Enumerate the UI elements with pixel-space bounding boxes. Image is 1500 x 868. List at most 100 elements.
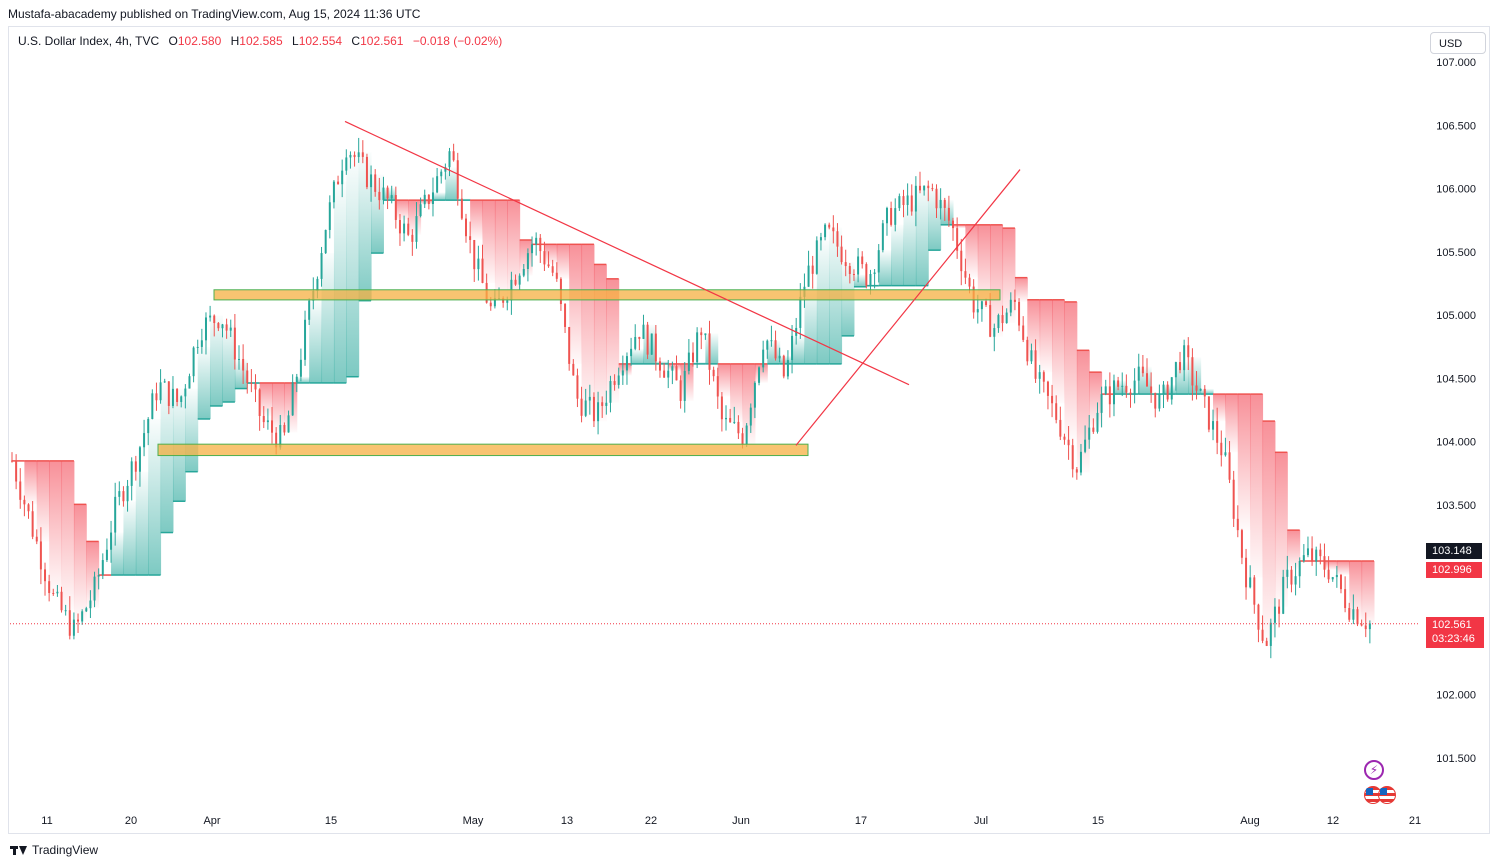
candle-body [1195, 385, 1198, 391]
candle-body [1220, 442, 1223, 456]
open-value: 102.580 [177, 34, 222, 48]
cloud-segment [1002, 228, 1016, 324]
candle-body [481, 258, 484, 283]
candle-body [1117, 380, 1120, 387]
candle-body [791, 335, 794, 361]
candle-body [1240, 530, 1243, 558]
candle-body [370, 174, 373, 188]
footer-brand[interactable]: TradingView [10, 843, 98, 857]
cloud-segment [222, 324, 236, 402]
candle-body [1174, 362, 1177, 378]
candle-body [1096, 412, 1099, 432]
candle-body [431, 192, 434, 205]
cloud-segment [878, 250, 892, 286]
candle-body [675, 366, 678, 381]
open-label: O [168, 34, 178, 48]
candle-body [159, 382, 162, 401]
candle-body [89, 600, 92, 609]
currency-button[interactable]: USD [1430, 32, 1486, 54]
candle-body [1075, 469, 1078, 473]
candle-body [613, 381, 616, 385]
cloud-segment [234, 359, 248, 389]
change-value: −0.018 (−0.02%) [412, 34, 503, 48]
candle-body [254, 383, 257, 390]
price-axis[interactable]: 107.000 106.500 106.000 105.500 105.000 104.5… [1436, 57, 1476, 765]
trendline[interactable] [795, 169, 1021, 446]
candle-body [1265, 640, 1268, 646]
candle-body [1133, 380, 1136, 395]
candle-body [77, 619, 80, 622]
cloud-segment [259, 382, 273, 417]
candle-body [382, 187, 385, 201]
cloud-segment [1237, 394, 1251, 531]
candle-body [1294, 576, 1297, 585]
candles [11, 137, 1371, 659]
cloud-segment [1039, 299, 1053, 373]
candle-body [1236, 518, 1239, 531]
close-label: C [351, 34, 361, 48]
cloud-segment [940, 199, 954, 225]
trendlines [344, 120, 1021, 446]
cloud-segment [705, 333, 719, 364]
candle-body [1228, 452, 1231, 480]
candle-body [23, 499, 26, 505]
chart-frame[interactable] [8, 26, 1490, 834]
lightning-event-icon[interactable]: ⚡ [1364, 760, 1384, 780]
candle-body [469, 236, 472, 240]
candle-body [968, 277, 971, 287]
candle-body [745, 425, 748, 445]
candle-body [687, 352, 690, 371]
candle-body [299, 359, 302, 377]
cloud-segment [383, 187, 397, 201]
candle-body [419, 204, 422, 217]
candle-body [700, 332, 703, 336]
cloud-segment [655, 361, 669, 364]
candle-body [11, 460, 13, 462]
candle-body [1344, 589, 1347, 609]
price-tick-label: 103.500 [1436, 500, 1476, 512]
price-tick-label: 106.000 [1436, 184, 1476, 196]
candle-body [1150, 386, 1153, 393]
candle-body [799, 296, 802, 328]
candle-body [460, 198, 463, 219]
zone-rectangle[interactable] [213, 289, 1001, 301]
candle-body [605, 402, 608, 406]
cloud-segment [346, 157, 360, 377]
candle-body [976, 309, 979, 313]
cloud-segment [544, 244, 558, 265]
candle-body [126, 485, 129, 502]
candle-body [394, 195, 397, 220]
candle-body [465, 218, 467, 237]
cloud-segment [754, 363, 768, 383]
candle-body [1360, 624, 1363, 626]
candle-body [848, 266, 851, 275]
zone-rectangle[interactable] [157, 443, 809, 457]
candle-body [324, 229, 327, 254]
candle-body [902, 196, 905, 206]
candle-body [271, 420, 274, 433]
candle-body [927, 185, 930, 189]
candle-body [1104, 386, 1107, 395]
candle-body [716, 376, 719, 397]
candle-body [1273, 606, 1276, 623]
time-axis[interactable]: 11 20 Apr 15 May 13 22 Jun 17 Jul 15 Aug 12 21 [41, 815, 1421, 827]
low-label: L [292, 34, 299, 48]
candle-body [597, 402, 600, 422]
us-flag-icon-2[interactable] [1378, 786, 1396, 804]
candle-body [526, 253, 529, 269]
candle-body [423, 194, 426, 205]
candle-body [1071, 445, 1074, 470]
price-tick-label: 104.500 [1436, 373, 1476, 385]
trendline[interactable] [344, 120, 910, 386]
candle-body [1112, 380, 1115, 405]
candle-body [386, 187, 389, 199]
candle-body [646, 324, 649, 355]
cloud-segment [1113, 380, 1127, 395]
candle-body [960, 250, 963, 272]
candle-body [328, 202, 331, 230]
candle-body [729, 417, 732, 423]
candle-body [919, 185, 921, 191]
candle-body [1092, 427, 1095, 432]
symbol-name: U.S. Dollar Index, 4h, TVC [18, 34, 160, 48]
